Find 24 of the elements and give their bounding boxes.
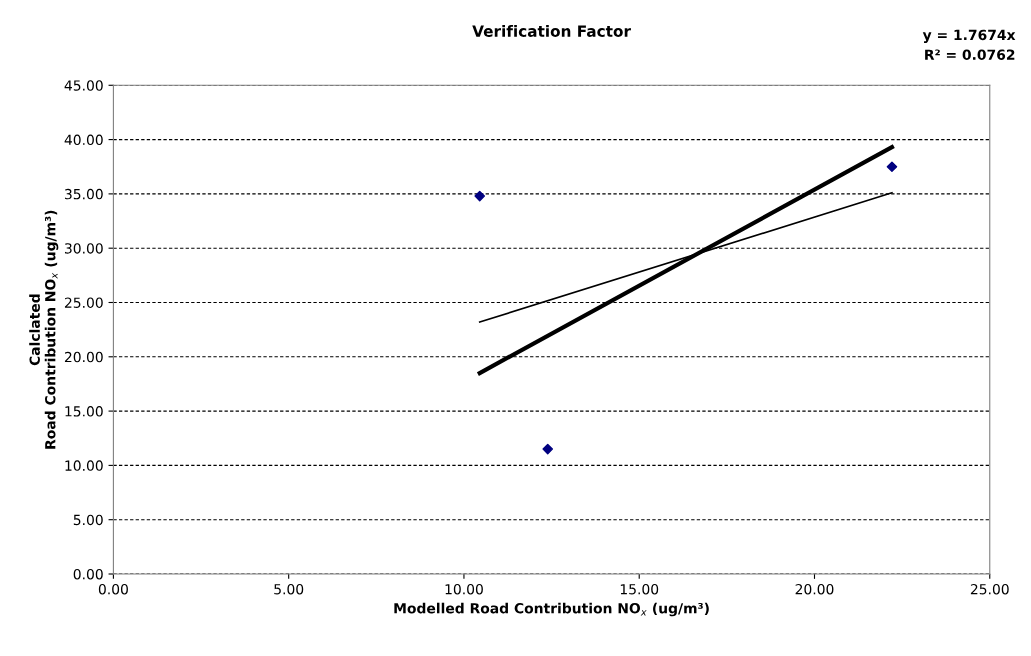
x-tick-label: 5.00 xyxy=(274,583,304,595)
x-tick-label: 0.00 xyxy=(98,583,128,595)
text: y = 1.7674x xyxy=(922,29,1016,43)
x-tick-label: 25.00 xyxy=(970,583,1009,595)
x-tick-label: 10.00 xyxy=(445,583,483,595)
y-tick-label: 15.00 xyxy=(65,406,103,417)
y-tick-label: 45.00 xyxy=(64,80,103,91)
point xyxy=(886,161,898,173)
y-tick-label: 10.00 xyxy=(65,460,103,471)
point xyxy=(474,190,486,202)
point xyxy=(542,443,554,455)
y-tick-label: 20.00 xyxy=(64,351,103,363)
x-tick-label: 15.00 xyxy=(620,583,659,595)
y-axis-title: Calclated Road Contribution NO$_{x}$ (ug/m³) xyxy=(29,210,59,449)
y-tick-label: 5.00 xyxy=(73,514,103,526)
chart-title: Verification Factor xyxy=(472,25,631,37)
y-tick-label: 25.00 xyxy=(64,297,103,308)
x-axis-title: Modelled Road Contribution NO$_{x}$ (ug/m³) xyxy=(394,602,709,617)
x-tick-label: 20.00 xyxy=(795,583,834,595)
y-tick-label: 0.00 xyxy=(73,568,103,580)
y-tick-label: 40.00 xyxy=(64,134,103,146)
y-tick-label: 30.00 xyxy=(64,243,103,254)
text: R² = 0.0762 xyxy=(925,49,1015,60)
y-tick-label: 35.00 xyxy=(64,188,103,200)
